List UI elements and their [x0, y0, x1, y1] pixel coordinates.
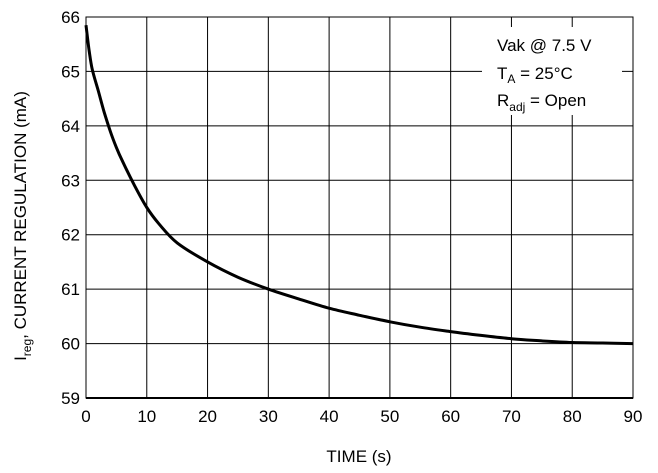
x-tick-labels: 0 10 20 30 40 50 60 70 80 90: [81, 407, 642, 426]
y-tick-label: 60: [61, 335, 80, 354]
annotation-line-1: Vak @ 7.5 V: [497, 36, 592, 55]
x-tick-label: 80: [563, 407, 582, 426]
annotation-line-2-main: T: [497, 64, 507, 83]
y-tick-label: 65: [61, 62, 80, 81]
y-tick-label: 62: [61, 226, 80, 245]
annotation-box: [482, 27, 622, 115]
plot-frame: [85, 16, 634, 399]
y-tick-label: 61: [61, 280, 80, 299]
x-tick-label: 50: [380, 407, 399, 426]
x-tick-label: 0: [81, 407, 90, 426]
series-line: [84, 25, 634, 346]
x-tick-label: 60: [441, 407, 460, 426]
annotation-line-3-sub: adj: [509, 100, 525, 114]
x-tick-label: 20: [198, 407, 217, 426]
y-tick-label: 59: [61, 389, 80, 408]
y-axis-label-main: I: [11, 356, 30, 361]
y-axis-label: Ireg, CURRENT REGULATION (mA): [11, 91, 34, 361]
annotation-line-2-rest: = 25°C: [515, 64, 572, 83]
y-tick-label: 63: [61, 171, 80, 190]
x-tick-label: 10: [137, 407, 156, 426]
y-axis-label-rest: , CURRENT REGULATION (mA): [11, 91, 30, 339]
y-tick-labels: 59 60 61 62 63 64 65 66: [61, 8, 80, 408]
annotation-line-2-sub: A: [507, 72, 515, 86]
y-tick-label: 66: [61, 8, 80, 27]
annotation-line-2: TA = 25°C: [497, 64, 573, 86]
annotation-line-3-main: R: [497, 91, 509, 110]
y-axis-label-sub: reg: [20, 339, 34, 356]
x-tick-label: 30: [259, 407, 278, 426]
annotation-line-3: Radj = Open: [497, 91, 586, 114]
x-axis-label: TIME (s): [326, 447, 391, 466]
x-tick-label: 70: [502, 407, 521, 426]
y-tick-label: 64: [61, 117, 80, 136]
x-tick-label: 90: [624, 407, 643, 426]
x-tick-label: 40: [320, 407, 339, 426]
annotation-line-3-rest: = Open: [525, 91, 586, 110]
